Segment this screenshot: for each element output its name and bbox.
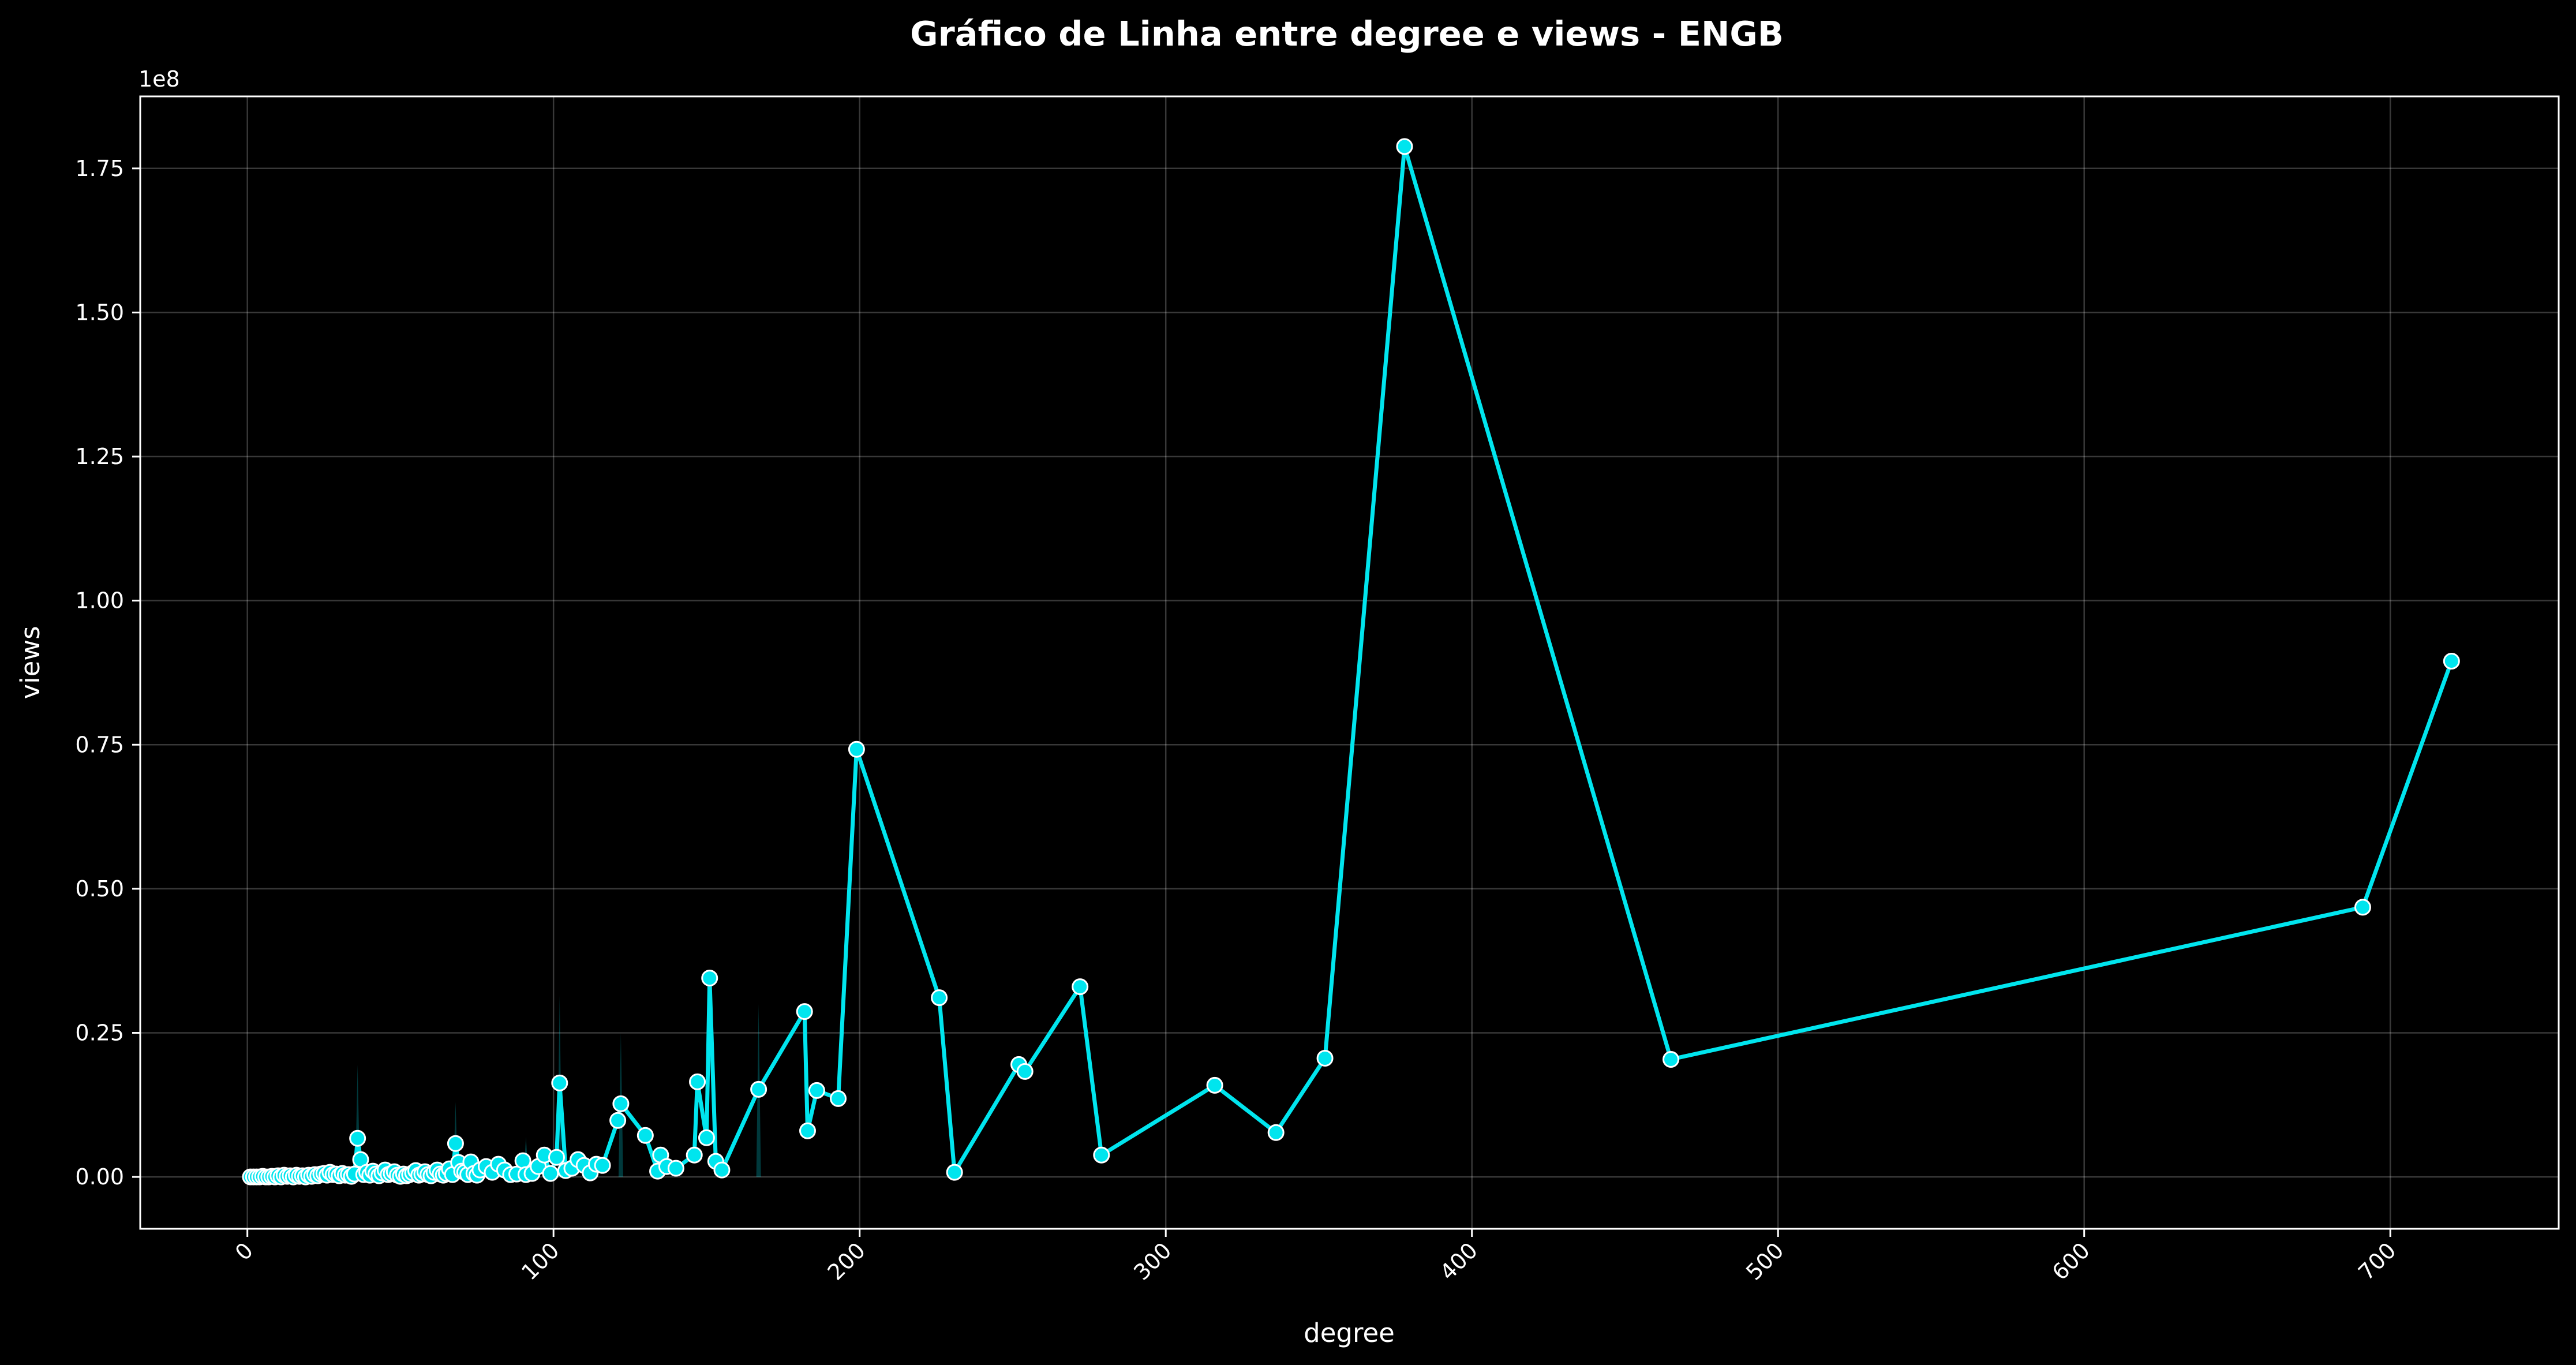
y-tick-label: 0.75: [75, 732, 124, 757]
data-point: [551, 1074, 568, 1091]
data-point: [1016, 1063, 1034, 1080]
data-point: [594, 1157, 611, 1174]
data-point: [799, 1122, 817, 1139]
data-point: [796, 1003, 813, 1020]
data-point: [808, 1082, 825, 1099]
data-point: [830, 1090, 847, 1107]
y-tick-label: 1.25: [75, 444, 124, 469]
data-point: [447, 1135, 464, 1152]
data-point: [946, 1164, 963, 1181]
y-tick-label: 1.00: [75, 588, 124, 614]
y-axis: 0.00 0.25 0.50 0.75 1.00 1.25 1.50 1.75: [75, 156, 140, 1190]
data-point: [667, 1160, 684, 1177]
data-point: [750, 1080, 767, 1098]
data-point: [1267, 1124, 1285, 1141]
data-point: [612, 1095, 630, 1112]
y-tick-label: 0.25: [75, 1020, 124, 1046]
data-point: [2443, 653, 2460, 670]
y-axis-offset-label: 1e8: [138, 66, 180, 92]
data-point: [1072, 978, 1089, 996]
data-point: [698, 1129, 715, 1146]
data-point: [1663, 1050, 1680, 1068]
data-point: [514, 1152, 531, 1169]
data-point: [713, 1161, 731, 1179]
data-point: [1206, 1076, 1223, 1094]
x-axis-label: degree: [1304, 1318, 1395, 1348]
data-point: [848, 741, 865, 758]
data-point: [701, 970, 718, 987]
data-point: [1316, 1049, 1334, 1067]
y-tick-label: 1.50: [75, 300, 124, 325]
data-point: [542, 1165, 559, 1182]
data-point: [1396, 138, 1413, 155]
chart-title: Gráfico de Linha entre degree e views - …: [910, 14, 1784, 54]
y-tick-label: 0.50: [75, 876, 124, 902]
plot-frame: [139, 95, 2560, 1230]
data-point: [349, 1130, 366, 1147]
y-axis-label: views: [15, 626, 46, 699]
data-point: [931, 989, 948, 1007]
grid-lines: [140, 96, 2559, 1229]
data-point: [689, 1073, 706, 1090]
data-point: [2354, 899, 2371, 916]
y-tick-label: 0.00: [75, 1164, 124, 1190]
series-markers: [242, 138, 2460, 1186]
data-point: [636, 1127, 654, 1144]
y-tick-label: 1.75: [75, 156, 124, 181]
data-point: [609, 1112, 627, 1129]
data-point: [1093, 1146, 1110, 1164]
data-point: [548, 1149, 565, 1166]
data-point: [686, 1146, 703, 1164]
